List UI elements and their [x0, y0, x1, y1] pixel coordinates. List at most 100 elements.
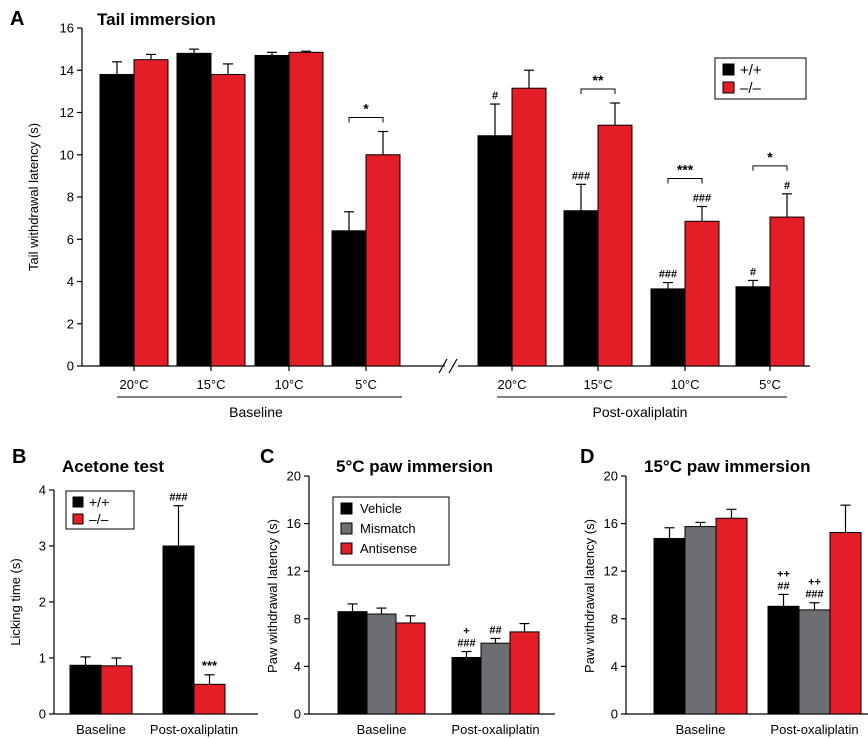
panel-a-bar-wt — [477, 135, 513, 367]
panel-d-y-tick-label: 4 — [611, 659, 618, 674]
panel-a-legend-label-wt: +/+ — [740, 62, 762, 79]
panel-a-group-label-baseline: Baseline — [229, 404, 283, 420]
panel-a-x-tick-label: 20°C — [119, 377, 148, 392]
panel-c-y-tick-label: 16 — [287, 516, 301, 531]
panel-a-bar-wt — [331, 230, 367, 367]
panel-c-bar-mismatch — [366, 613, 397, 715]
panel-a-significance-bracket — [752, 165, 788, 171]
panel-a-significance-bracket — [348, 117, 384, 123]
panel-a-x-tick-label: 10°C — [274, 377, 303, 392]
panel-a-significance-stars: ** — [593, 72, 604, 88]
panel-a-bar-wt — [650, 288, 686, 367]
panel-c-x-tick-label: Baseline — [357, 722, 407, 737]
panel-b-bar-ko — [193, 683, 226, 715]
panel-b-y-label: Licking time (s) — [8, 558, 23, 645]
panel-a-group-label-post: Post-oxaliplatin — [593, 404, 688, 420]
panel-d-bar-antisense — [715, 517, 748, 715]
panel-b-annotation-wt: ### — [169, 492, 187, 504]
panel-d-bar-mismatch — [798, 609, 831, 715]
panel-d-bar-mismatch — [684, 526, 717, 715]
panel-b-letter: B — [12, 446, 26, 468]
panel-a-bar-wt — [735, 286, 771, 367]
panel-c-bar-antisense — [395, 622, 426, 715]
panel-c-legend-swatch — [340, 522, 353, 535]
panel-c-legend-swatch — [340, 542, 353, 555]
panel-a-annotation-wt: ### — [572, 170, 590, 182]
panel-b-legend-swatch-wt — [72, 496, 84, 508]
panel-d-y-tick-label: 12 — [604, 564, 618, 579]
panel-c-y-tick-label: 0 — [294, 707, 301, 722]
panel-b-y-tick-label: 4 — [39, 483, 46, 498]
panel-a-significance-stars: *** — [677, 162, 694, 178]
panel-b-y-tick-label: 3 — [39, 539, 46, 554]
panel-a-significance-stars: * — [363, 101, 369, 117]
panel-c-legend-label: Antisense — [360, 541, 417, 556]
panel-a-y-tick-label: 8 — [67, 190, 74, 205]
panel-b-bar-wt — [162, 545, 195, 715]
panel-c-y-tick-label: 12 — [287, 564, 301, 579]
panel-b-bar-wt — [69, 664, 102, 715]
panel-c-bar-vehicle — [337, 611, 368, 715]
panel-c-bar-vehicle — [451, 656, 482, 715]
panel-a-bar-ko — [769, 216, 805, 367]
panel-b-y-tick-label: 2 — [39, 595, 46, 610]
panel-a-annotation-wt: # — [750, 266, 756, 278]
panel-a-bar-ko — [288, 51, 324, 367]
panel-c-title: 5°C paw immersion — [336, 457, 493, 476]
panel-a-break-mark — [438, 358, 448, 374]
panel-a-x-tick-label: 5°C — [355, 377, 377, 392]
panel-a-x-tick-label: 15°C — [583, 377, 612, 392]
panel-a-y-tick-label: 0 — [67, 359, 74, 374]
panel-d-y-tick-label: 8 — [611, 611, 618, 626]
panel-c-letter: C — [260, 446, 274, 468]
panel-d-y-tick-label: 20 — [604, 469, 618, 484]
panel-b-y-tick-label: 1 — [39, 651, 46, 666]
panel-c-legend-swatch — [340, 502, 353, 515]
panel-a-legend-swatch-wt — [722, 63, 735, 76]
panel-a-annotation-wt: # — [492, 90, 498, 102]
panel-a-x-tick-label: 5°C — [759, 377, 781, 392]
panel-a-y-tick-label: 16 — [60, 21, 74, 36]
panel-a-x-tick-label: 20°C — [497, 377, 526, 392]
panel-a-y-tick-label: 2 — [67, 316, 74, 331]
panel-c-annotation-plus-vehicle: + — [463, 626, 469, 638]
panel-d-x-tick-label: Post-oxaliplatin — [770, 722, 858, 737]
panel-a-y-label: Tail withdrawal latency (s) — [26, 123, 41, 271]
panel-d-bar-antisense — [829, 532, 862, 715]
panel-a-annotation-wt: ### — [659, 269, 677, 281]
panel-a-x-tick-label: 15°C — [196, 377, 225, 392]
panel-a-significance-bracket — [580, 88, 616, 94]
panel-a-bar-ko — [133, 59, 169, 367]
panel-a-significance-stars: * — [767, 149, 773, 165]
panel-b-x-tick-label: Post-oxaliplatin — [150, 722, 238, 737]
panel-a-y-tick-label: 14 — [60, 63, 74, 78]
panel-a-bar-wt — [254, 54, 290, 367]
panel-a-bar-ko — [684, 220, 720, 367]
panel-c-y-label: Paw withdrawal latency (s) — [265, 519, 280, 673]
panel-d-annotation-plus-vehicle: ++ — [777, 568, 790, 580]
panel-a-y-tick-label: 4 — [67, 274, 74, 289]
panel-a-y-tick-label: 6 — [67, 232, 74, 247]
panel-d-annotation-mismatch: ### — [805, 589, 823, 601]
panel-b-legend-swatch-ko — [72, 513, 84, 525]
panel-d-bar-vehicle — [653, 537, 686, 715]
panel-c-bar-mismatch — [480, 642, 511, 715]
panel-a-bar-ko — [511, 87, 547, 367]
panel-a-bar-ko — [210, 73, 246, 367]
panel-a-bar-wt — [563, 210, 599, 367]
panel-b-annotation-ko: *** — [202, 658, 218, 673]
panel-b-legend-label-ko: –/– — [89, 511, 109, 527]
panel-c-x-tick-label: Post-oxaliplatin — [451, 722, 539, 737]
panel-c-legend-label: Mismatch — [360, 521, 416, 536]
panel-a-bar-wt — [99, 73, 135, 367]
panel-d-letter: D — [580, 446, 594, 468]
panel-c-y-tick-label: 20 — [287, 469, 301, 484]
panel-d-y-tick-label: 0 — [611, 707, 618, 722]
panel-d-bar-vehicle — [767, 605, 800, 715]
panel-a-bar-ko — [597, 124, 633, 367]
panel-d-annotation-plus-mismatch: ++ — [808, 577, 821, 589]
panel-a-legend-swatch-ko — [722, 81, 735, 94]
panel-d-x-tick-label: Baseline — [676, 722, 726, 737]
panel-d-annotation-vehicle: ## — [777, 580, 789, 592]
